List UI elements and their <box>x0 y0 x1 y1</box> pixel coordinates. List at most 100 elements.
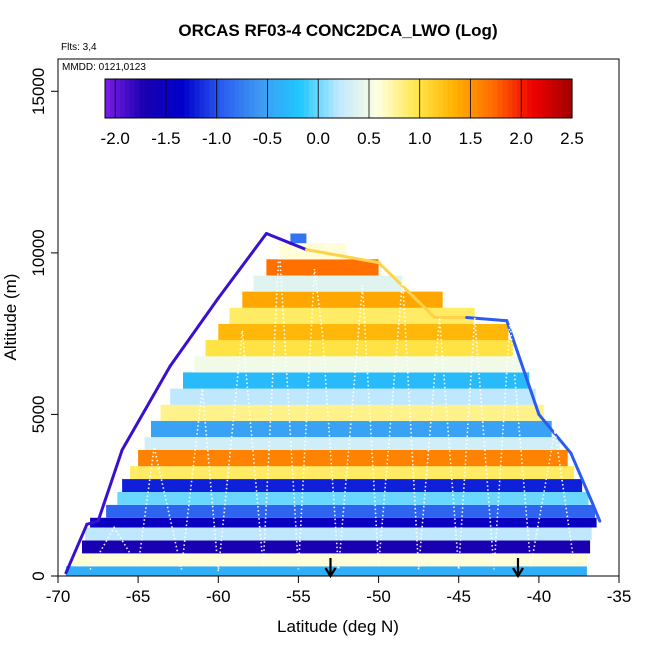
colorbar-swatch-30 <box>254 79 260 118</box>
x-tick-label-5: -45 <box>446 587 471 606</box>
colorbar-swatch-48 <box>343 79 350 118</box>
colorbar-swatch-28 <box>244 79 250 118</box>
arrow-marker-0 <box>324 558 337 579</box>
colorbar-swatch-50 <box>353 79 359 118</box>
colorbar-swatch-17 <box>189 79 196 118</box>
colorbar-swatch-12 <box>164 79 171 118</box>
colorbar-swatch-24 <box>224 79 230 118</box>
chart-title: ORCAS RF03-4 CONC2DCA_LWO (Log) <box>178 21 497 40</box>
y-tick-label-2: 10000 <box>29 229 48 276</box>
colorbar-swatch-65 <box>427 79 434 118</box>
x-tick-label-7: -35 <box>607 587 632 606</box>
x-tick-label-4: -50 <box>366 587 391 606</box>
colorbar-swatch-82 <box>512 79 518 118</box>
y-axis: 0 5000 10000 15000 <box>29 68 58 581</box>
colorbar-swatch-60 <box>403 79 409 118</box>
colorbar-swatch-18 <box>194 79 200 118</box>
heat-layer-8 <box>130 466 575 479</box>
colorbar-swatch-1 <box>109 79 116 118</box>
x-axis-label: Latitude (deg N) <box>277 617 399 636</box>
colorbar-swatch-13 <box>169 79 176 118</box>
colorbar-swatch-3 <box>119 79 126 118</box>
colorbar-swatch-55 <box>378 79 384 118</box>
colorbar-swatch-49 <box>348 79 355 118</box>
y-tick-label-1: 5000 <box>29 395 48 433</box>
plot-frame <box>57 58 620 577</box>
envelope-edge-8 <box>304 248 381 265</box>
colorbar-swatch-75 <box>477 79 484 118</box>
colorbar-swatch-88 <box>542 79 548 118</box>
envelope-edge-14 <box>569 451 594 504</box>
colorbar-swatch-78 <box>492 79 499 118</box>
heat-layer-20 <box>253 275 403 292</box>
colorbar-swatch-69 <box>447 79 454 118</box>
y-tick-label-3: 15000 <box>29 68 48 115</box>
colorbar-swatch-29 <box>249 79 255 118</box>
colorbar-swatch-4 <box>124 79 131 118</box>
colorbar-swatch-11 <box>159 79 166 118</box>
envelope-edge-3 <box>120 364 172 452</box>
colorbar-swatch-74 <box>472 79 479 118</box>
heat-layer-17 <box>218 324 509 341</box>
envelope-edge-15 <box>590 500 602 523</box>
colorbar-swatch-64 <box>422 79 429 118</box>
colorbar-swatch-59 <box>398 79 404 118</box>
colorbar-swatch-80 <box>502 79 509 118</box>
colorbar-swatch-61 <box>408 79 414 118</box>
heat-layer-9 <box>138 450 568 467</box>
markers <box>324 558 524 579</box>
dates-note: MMDD: 0121,0123 <box>62 62 146 73</box>
envelope-edge-12 <box>505 319 541 416</box>
colorbar-swatch-10 <box>154 79 161 118</box>
colorbar-tick-label-0: -2.0 <box>101 129 130 148</box>
colorbar-swatch-67 <box>437 79 444 118</box>
colorbar-tick-label-9: 2.5 <box>560 129 584 148</box>
envelope-edge-11 <box>465 316 509 323</box>
colorbar-swatch-25 <box>229 79 235 118</box>
x-tick-label-0: -70 <box>46 587 71 606</box>
colorbar-swatch-83 <box>517 79 523 118</box>
colorbar-swatch-2 <box>114 79 121 118</box>
colorbar-swatch-81 <box>507 79 513 118</box>
colorbar-swatch-92 <box>562 79 568 118</box>
colorbar-swatch-56 <box>383 79 389 118</box>
heat-layer-5 <box>106 504 595 518</box>
colorbar-swatch-37 <box>288 79 295 118</box>
y-axis-label: Altitude (m) <box>1 274 20 361</box>
x-axis: -70 -65 -60 -55 -50 -45 -40 -35 <box>46 576 632 606</box>
envelope-edge-5 <box>216 232 268 300</box>
colorbar-swatch-84 <box>522 79 528 118</box>
colorbar-tick-label-8: 2.0 <box>509 129 533 148</box>
colorbar-swatch-89 <box>547 79 553 118</box>
colorbar-tick-label-3: -0.5 <box>253 129 282 148</box>
x-tick-label-1: -65 <box>126 587 151 606</box>
heat-layer-11 <box>151 420 552 438</box>
colorbar-swatch-57 <box>388 79 394 118</box>
colorbar-swatch-47 <box>338 79 345 118</box>
colorbar-swatch-36 <box>283 79 290 118</box>
envelope-edge-4 <box>168 296 220 368</box>
colorbar-swatch-87 <box>537 79 543 118</box>
heat-layer-10 <box>144 437 560 450</box>
heat-layer-21 <box>266 259 379 276</box>
colorbar-swatch-52 <box>363 79 369 118</box>
colorbar-swatch-45 <box>328 79 335 118</box>
colorbar-swatch-68 <box>442 79 449 118</box>
colorbar-tick-label-2: -1.0 <box>202 129 231 148</box>
colorbar-swatch-31 <box>259 79 265 118</box>
heat-layer-15 <box>194 356 523 373</box>
colorbar-swatch-42 <box>313 79 320 118</box>
colorbar-swatch-62 <box>413 79 419 118</box>
colorbar-swatch-20 <box>204 79 210 118</box>
colorbar-swatch-14 <box>174 79 181 118</box>
y-tick-label-0: 0 <box>29 571 48 580</box>
colorbar-tick-label-4: 0.0 <box>306 129 330 148</box>
colorbar-swatch-32 <box>263 79 270 118</box>
colorbar-swatch-93 <box>567 79 573 118</box>
heat-layer-18 <box>229 307 475 324</box>
colorbar-swatch-77 <box>487 79 494 118</box>
envelope-edge-7 <box>288 241 308 252</box>
colorbar-swatch-41 <box>308 79 315 118</box>
colorbar-swatch-23 <box>219 79 225 118</box>
